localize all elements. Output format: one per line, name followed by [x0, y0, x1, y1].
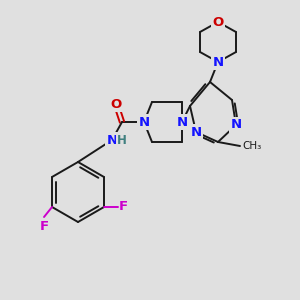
- Text: N: N: [190, 125, 202, 139]
- Text: N: N: [138, 116, 150, 128]
- Text: O: O: [110, 98, 122, 110]
- Text: F: F: [119, 200, 128, 214]
- Text: H: H: [117, 134, 127, 146]
- Text: O: O: [212, 16, 224, 28]
- Text: CH₃: CH₃: [242, 141, 261, 151]
- Text: N: N: [230, 118, 242, 131]
- Text: N: N: [106, 134, 118, 146]
- Text: N: N: [176, 116, 188, 128]
- Text: N: N: [212, 56, 224, 68]
- Text: F: F: [40, 220, 49, 233]
